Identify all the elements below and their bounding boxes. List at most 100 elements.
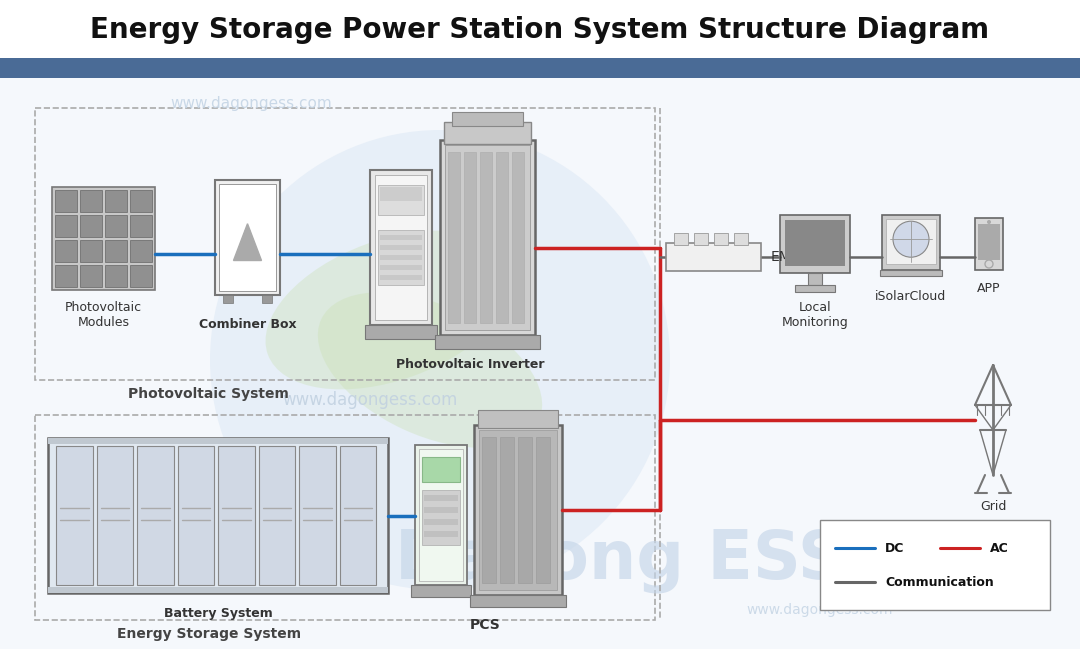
Bar [375, 175, 427, 320]
Bar [478, 410, 558, 428]
Bar [411, 585, 471, 597]
Bar [714, 233, 728, 245]
Bar [35, 415, 654, 620]
Bar [464, 152, 476, 323]
Text: Energy Storage System: Energy Storage System [117, 627, 300, 641]
Circle shape [210, 130, 670, 590]
Bar [55, 190, 77, 212]
Ellipse shape [318, 292, 542, 448]
Text: iSolarCloud: iSolarCloud [876, 289, 947, 302]
Bar [419, 449, 463, 581]
Bar [422, 457, 460, 482]
Bar [105, 215, 127, 237]
Bar [666, 243, 761, 271]
Bar [130, 265, 152, 287]
Text: Photovoltaic
Modules: Photovoltaic Modules [65, 301, 143, 329]
Bar [262, 295, 272, 303]
Text: www.dagongess.com: www.dagongess.com [746, 603, 893, 617]
Bar [177, 446, 214, 585]
Bar [0, 58, 1080, 78]
Bar [55, 265, 77, 287]
Bar [415, 445, 467, 585]
Bar [80, 240, 102, 262]
Polygon shape [233, 224, 261, 260]
Bar [512, 152, 524, 323]
Text: Energy Storage Power Station System Structure Diagram: Energy Storage Power Station System Stru… [91, 16, 989, 44]
Bar [482, 437, 496, 583]
Text: Communication: Communication [885, 576, 994, 589]
Bar [424, 507, 458, 513]
Bar [470, 595, 566, 607]
Bar [453, 112, 523, 126]
Bar [674, 233, 688, 245]
Text: Combiner Box: Combiner Box [199, 319, 296, 332]
Bar [380, 275, 422, 280]
Text: DC: DC [885, 541, 904, 554]
Bar [445, 145, 530, 330]
Bar [424, 519, 458, 525]
Bar [795, 285, 835, 292]
Text: www.dagongess.com: www.dagongess.com [282, 391, 458, 409]
Bar [440, 140, 535, 335]
Bar [105, 190, 127, 212]
Bar [444, 122, 531, 144]
Bar [0, 78, 1080, 649]
Bar [215, 180, 280, 295]
Bar [80, 265, 102, 287]
Bar [380, 245, 422, 250]
Bar [378, 185, 424, 215]
Bar [80, 190, 102, 212]
Bar [380, 235, 422, 240]
Bar [518, 437, 532, 583]
Text: APP: APP [977, 282, 1001, 295]
Bar [978, 224, 1000, 260]
Bar [130, 240, 152, 262]
Bar [435, 335, 540, 349]
Bar [734, 233, 748, 245]
Text: EMS: EMS [771, 250, 800, 264]
Circle shape [244, 228, 251, 235]
Text: AC: AC [990, 541, 1009, 554]
Bar [35, 108, 654, 380]
Bar [694, 233, 708, 245]
Bar [137, 446, 174, 585]
Bar [365, 325, 437, 339]
Bar [422, 490, 460, 545]
Bar [880, 270, 942, 276]
Bar [222, 295, 233, 303]
Bar [299, 446, 336, 585]
Bar [48, 587, 388, 593]
Text: www.dagongess.com: www.dagongess.com [170, 96, 332, 111]
Bar [424, 531, 458, 537]
Circle shape [987, 220, 991, 224]
Bar [218, 446, 255, 585]
Text: Grid: Grid [980, 500, 1007, 513]
Text: Dagong ESS: Dagong ESS [394, 527, 846, 593]
Bar [56, 446, 93, 585]
Text: Photovoltaic Inverter: Photovoltaic Inverter [395, 358, 544, 371]
Bar [48, 438, 388, 593]
Bar [0, 0, 1080, 58]
Text: Photovoltaic System: Photovoltaic System [129, 387, 289, 401]
Bar [55, 240, 77, 262]
Bar [785, 220, 845, 266]
Bar [808, 273, 822, 285]
Bar [380, 255, 422, 260]
Bar [780, 215, 850, 273]
Text: Battery System: Battery System [164, 607, 272, 620]
Bar [448, 152, 460, 323]
Bar [975, 218, 1003, 270]
Bar [820, 520, 1050, 610]
Ellipse shape [266, 230, 514, 389]
Bar [536, 437, 550, 583]
Bar [96, 446, 133, 585]
Bar [378, 230, 424, 285]
Bar [424, 495, 458, 501]
Bar [882, 215, 940, 270]
Bar [480, 152, 492, 323]
Bar [219, 184, 276, 291]
Bar [55, 215, 77, 237]
Bar [370, 170, 432, 325]
Bar [48, 438, 388, 444]
Text: Local
Monitoring: Local Monitoring [782, 301, 849, 329]
